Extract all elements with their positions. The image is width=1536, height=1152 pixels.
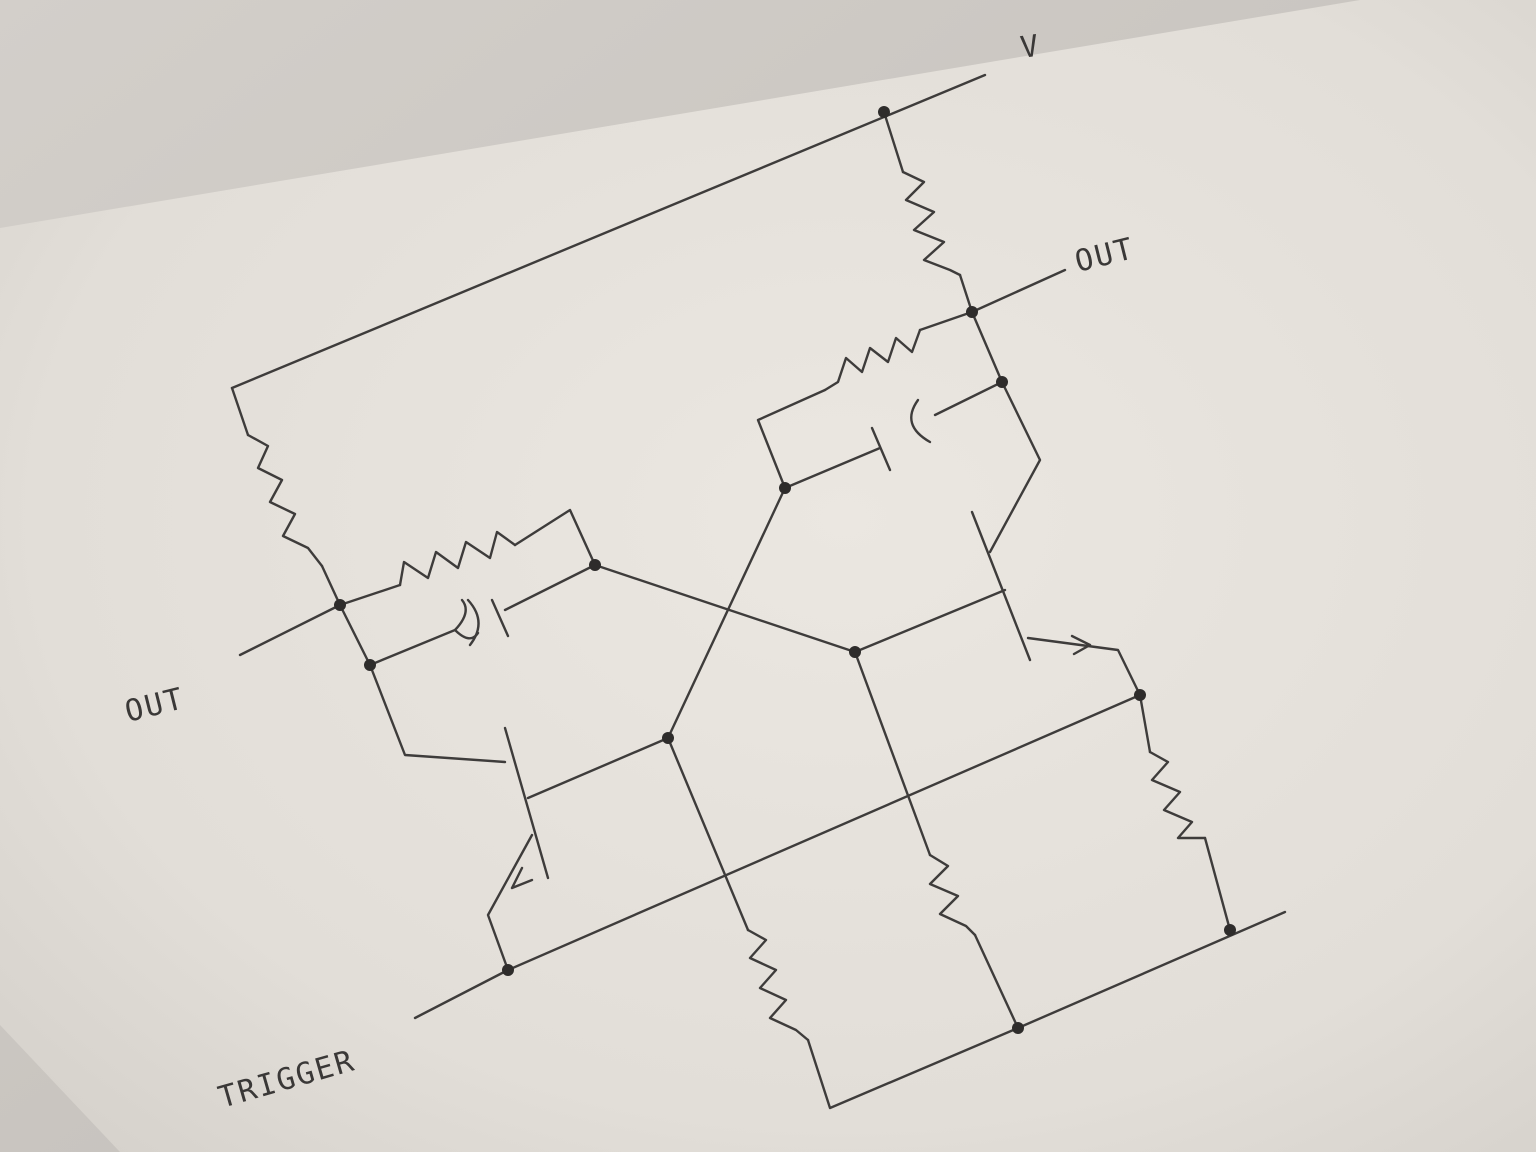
resistor-bottom-left — [746, 928, 810, 1042]
cross-wire-1 — [593, 563, 857, 654]
resistor-left-feedback — [398, 530, 517, 587]
capacitor-left-curved — [466, 598, 480, 647]
junction-right-base — [849, 646, 861, 658]
junction-supply-right — [878, 106, 890, 118]
junction-bottom-right — [1224, 924, 1236, 936]
capacitor-right-flat-plate — [870, 426, 892, 472]
resistor-right-collector — [901, 170, 962, 277]
left-cap-wire-a — [368, 628, 457, 667]
left-emitter-arrow — [510, 866, 534, 890]
junction-left-feedback — [589, 559, 601, 571]
right-bias-wire-2 — [973, 933, 1020, 1030]
left-out-wire — [238, 603, 342, 657]
junction-right-cap — [779, 482, 791, 494]
right-emitter-arrow — [1070, 634, 1092, 656]
right-base-bar — [970, 510, 1032, 662]
resistor-right-feedback — [823, 328, 922, 392]
emitter-common-line — [506, 693, 1142, 972]
resistor-right-emitter — [1148, 750, 1207, 840]
right-bias-wire — [853, 650, 932, 857]
left-feedback-wire-2 — [513, 508, 597, 567]
resistors — [246, 170, 1207, 1042]
left-emitter-wire — [486, 833, 534, 972]
cross-wire-2 — [666, 486, 787, 740]
resistor-left-collector — [246, 433, 324, 568]
junction-left-base — [662, 732, 674, 744]
junction-left-out — [334, 599, 346, 611]
junction-left-collector — [364, 659, 376, 671]
resistor-bottom-middle — [928, 853, 977, 937]
bottom-left-wire — [806, 1026, 1020, 1110]
left-top-wire — [230, 386, 250, 437]
left-feedback-wire — [338, 583, 402, 607]
right-emitter-res-bottom — [1203, 836, 1232, 932]
wires — [230, 73, 1287, 1110]
junctions — [334, 106, 1236, 1034]
supply-label: V — [1018, 28, 1043, 65]
left-cap-wire-b — [503, 563, 597, 612]
right-collector-wire — [988, 380, 1042, 554]
right-supply-wire — [882, 110, 905, 174]
capacitor-right-curved-plate — [910, 398, 932, 444]
right-feedback-wire-b — [756, 388, 827, 490]
right-feedback-wire-a — [918, 310, 974, 332]
trigger-line — [413, 968, 510, 1020]
transistor-arrows — [510, 634, 1092, 890]
left-base-wire — [526, 736, 670, 800]
supply-rail — [230, 73, 987, 390]
right-cap-wire-a — [783, 446, 882, 490]
right-cap-wire-b — [933, 380, 1004, 417]
right-base-wire — [853, 588, 1007, 654]
junction-bottom-middle — [1012, 1022, 1024, 1034]
junction-right-out — [966, 306, 978, 318]
left-bias-wire — [666, 736, 750, 932]
right-emitter-wire — [1026, 636, 1152, 754]
bottom-rail — [1016, 910, 1287, 1030]
capacitor-left-flat-plate — [490, 598, 510, 638]
junction-right-emitter — [1134, 689, 1146, 701]
junction-right-collector — [996, 376, 1008, 388]
left-base-bar — [503, 726, 550, 880]
right-out-wire — [970, 268, 1067, 314]
left-collector-wire — [368, 663, 507, 764]
junction-trigger — [502, 964, 514, 976]
capacitors — [453, 398, 932, 647]
